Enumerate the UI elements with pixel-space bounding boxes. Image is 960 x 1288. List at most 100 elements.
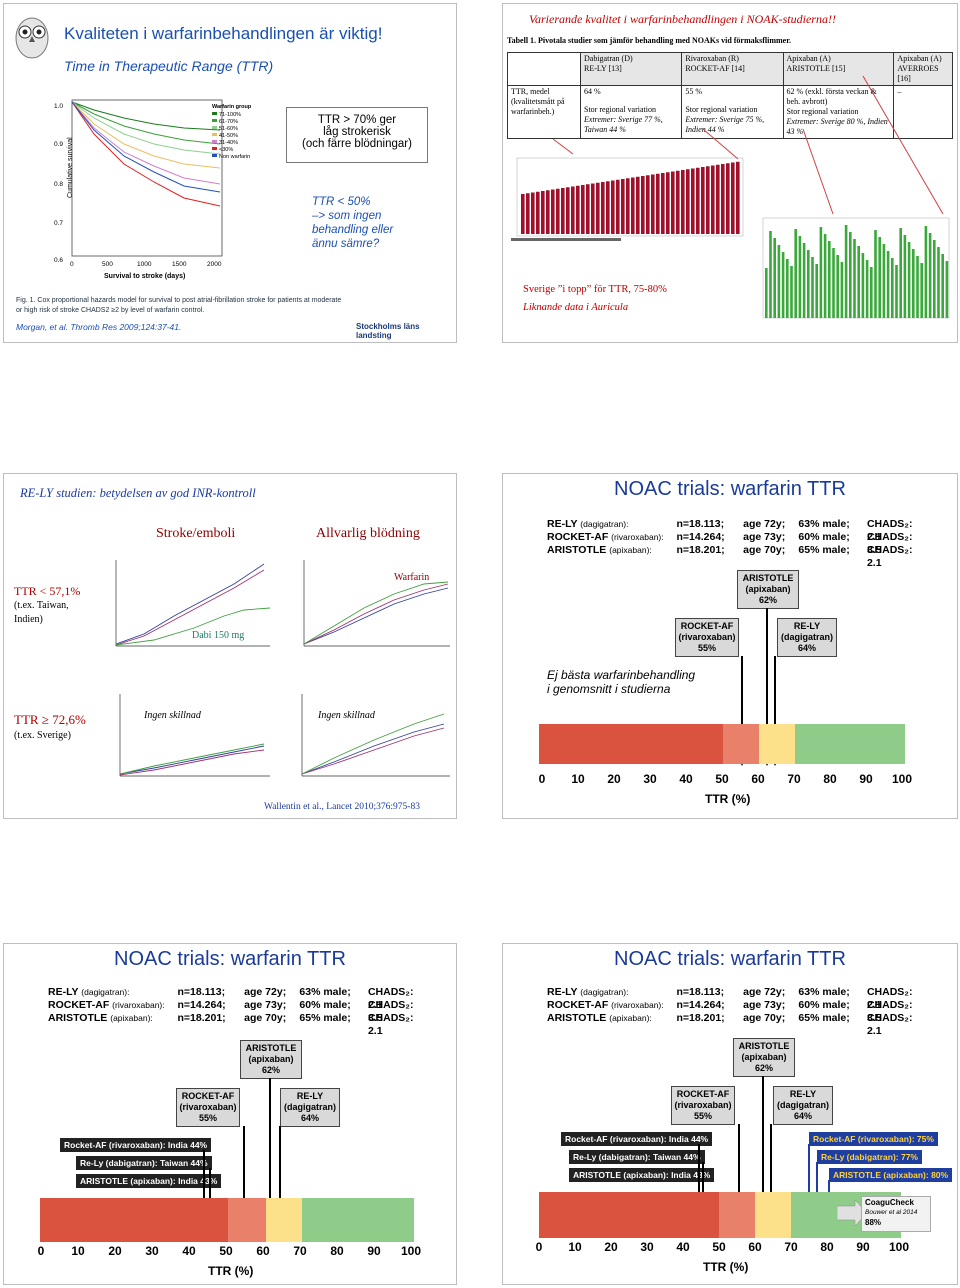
scale-tick: 50 xyxy=(715,772,729,786)
low-ttr-rocket: Rocket-AF (rivaroxaban): India 44% xyxy=(60,1138,212,1152)
green-bar xyxy=(802,243,806,318)
legend-item: 41-50% xyxy=(219,133,238,139)
rocket-box: ROCKET-AF (rivaroxaban) 55% xyxy=(675,618,739,657)
scale-axis-label: TTR (%) xyxy=(705,792,751,806)
rely-box: RE-LY (dagigatran) 64% xyxy=(777,618,837,657)
ttr-low-label: TTR < 57,1% xyxy=(14,584,81,598)
country-bar xyxy=(626,178,630,234)
green-bar xyxy=(853,239,856,318)
curve-31-40 xyxy=(71,101,221,185)
low-ttr-aristotle: ARISTOTLE (apixaban): India 43% xyxy=(76,1174,222,1188)
country-bar xyxy=(566,187,570,234)
ttr-high-example: (t.ex. Sverige) xyxy=(14,730,71,741)
y-tick: 1.0 xyxy=(54,103,63,110)
legend-item: 71-100% xyxy=(219,112,241,118)
green-bar xyxy=(794,229,797,318)
scale-yellow xyxy=(755,1192,791,1238)
scale-tick: 20 xyxy=(108,1244,122,1258)
scale-tick: 20 xyxy=(607,772,621,786)
green-bar xyxy=(840,262,844,318)
scale-tick: 90 xyxy=(859,772,873,786)
green-bar xyxy=(807,250,810,318)
scale-tick: 70 xyxy=(784,1240,798,1254)
slide-noac-ttr-1: NOAC trials: warfarin TTR RE-LY (dagigat… xyxy=(503,474,957,818)
green-bar xyxy=(874,230,877,318)
scale-tick: 0 xyxy=(538,772,546,786)
dabi-label: Dabi 150 mg xyxy=(192,630,244,641)
slide-title: Kvaliteten i warfarinbehandlingen är vik… xyxy=(64,24,383,43)
country-bar xyxy=(536,191,540,234)
header-cell: Apixaban (A) ARISTOTLE [15] xyxy=(782,52,895,86)
legend-title: Warfarin group xyxy=(212,104,252,110)
note-line: behandling eller xyxy=(312,224,394,236)
legend-item: <30% xyxy=(219,147,233,153)
sweden-top-note: Sverige ”i topp” för TTR, 75-80% xyxy=(523,284,667,295)
scale-tick: 0 xyxy=(535,1240,543,1254)
owl-logo-icon xyxy=(15,17,49,59)
trial-row: ARISTOTLE (apixaban): n=18.201; age 70y; 65… xyxy=(48,1012,414,1037)
scale-tick: 10 xyxy=(571,772,585,786)
slide-title: NOAC trials: warfarin TTR xyxy=(614,948,846,970)
country-bar xyxy=(671,171,675,234)
scale-tick: 40 xyxy=(676,1240,690,1254)
ttr-high-label: TTR ≥ 72,6% xyxy=(14,712,86,727)
green-bar xyxy=(769,231,772,318)
x-axis-label: Survival to stroke (days) xyxy=(104,273,185,280)
ttr-low-example2: Indien) xyxy=(14,614,43,625)
low-ttr-rely: Re-Ly (dabigatran): Taiwan 44% xyxy=(569,1150,705,1164)
x-tick: 1000 xyxy=(137,261,152,268)
country-bar xyxy=(696,167,700,234)
trial-summary: RE-LY (dagigatran): n=18.113; age 72y; 63% … xyxy=(547,986,927,1037)
scale-tick: 100 xyxy=(888,1240,910,1254)
green-bar xyxy=(849,232,852,318)
green-bar xyxy=(870,267,873,318)
country-bar xyxy=(541,191,545,234)
scale-tick: 50 xyxy=(219,1244,233,1258)
auricula-note: Liknande data i Auricula xyxy=(523,302,629,313)
ttr-cell: 64 % Stor regional variation Extremer: Sve… xyxy=(579,85,683,139)
country-bar xyxy=(646,175,650,234)
country-bar xyxy=(616,179,620,234)
country-bar xyxy=(601,182,605,234)
green-bar xyxy=(920,263,923,318)
scale-green xyxy=(302,1198,414,1242)
high-ttr-aristotle: ARISTOTLE (apixaban): 80% xyxy=(829,1168,953,1182)
green-bar xyxy=(786,259,789,318)
scale-tick: 0 xyxy=(37,1244,45,1258)
box-line: (och färre blödningar) xyxy=(302,138,412,150)
country-bar xyxy=(531,192,535,234)
note-line: ännu sämre? xyxy=(312,238,380,250)
legend-item: 31-40% xyxy=(219,140,238,146)
green-bar xyxy=(836,255,839,318)
low-ttr-rely: Re-Ly (dabigatran): Taiwan 44% xyxy=(76,1156,212,1170)
country-bar xyxy=(551,189,555,234)
scale-tick: 10 xyxy=(568,1240,582,1254)
scale-tick: 80 xyxy=(820,1240,834,1254)
survival-chart: Cumulative survival 1.0 0.9 0.8 0.7 0.6 … xyxy=(54,99,252,280)
country-bar xyxy=(631,177,635,234)
country-bar xyxy=(546,190,550,234)
green-bar xyxy=(811,257,814,318)
legend-item: 61-70% xyxy=(219,119,238,125)
country-bar xyxy=(586,184,590,234)
header-cell: Apixaban (A) AVERROES [16] xyxy=(893,52,953,86)
country-bar xyxy=(701,167,705,234)
slide-warfarin-quality: Kvaliteten i warfarinbehandlingen är vik… xyxy=(4,4,456,342)
curve-non-warfarin xyxy=(71,101,221,193)
slide-title: NOAC trials: warfarin TTR xyxy=(114,948,346,970)
high-ttr-rocket: Rocket-AF (rivaroxaban): 75% xyxy=(809,1132,938,1146)
annotation-arrows xyxy=(552,75,944,215)
trial-row: ROCKET-AF (rivaroxaban): n=14.264; age 73y… xyxy=(547,531,913,556)
trial-row: ROCKET-AF (rivaroxaban): n=14.264; age 73y… xyxy=(48,999,414,1024)
y-tick: 0.9 xyxy=(54,141,63,148)
green-bar xyxy=(823,234,827,318)
ttr-cell: – xyxy=(893,85,953,139)
note-line: TTR < 50% xyxy=(312,196,371,208)
x-tick: 0 xyxy=(70,261,74,268)
scale-tick: 70 xyxy=(293,1244,307,1258)
ttr-cell: 55 % Stor regional variation Extremer: Sve… xyxy=(681,85,784,139)
curve-71-100 xyxy=(71,101,221,131)
trial-row: ARISTOTLE (apixaban): n=18.201; age 70y; 65… xyxy=(547,544,913,569)
box-line: låg strokerisk xyxy=(323,126,391,138)
green-bar xyxy=(882,244,886,318)
